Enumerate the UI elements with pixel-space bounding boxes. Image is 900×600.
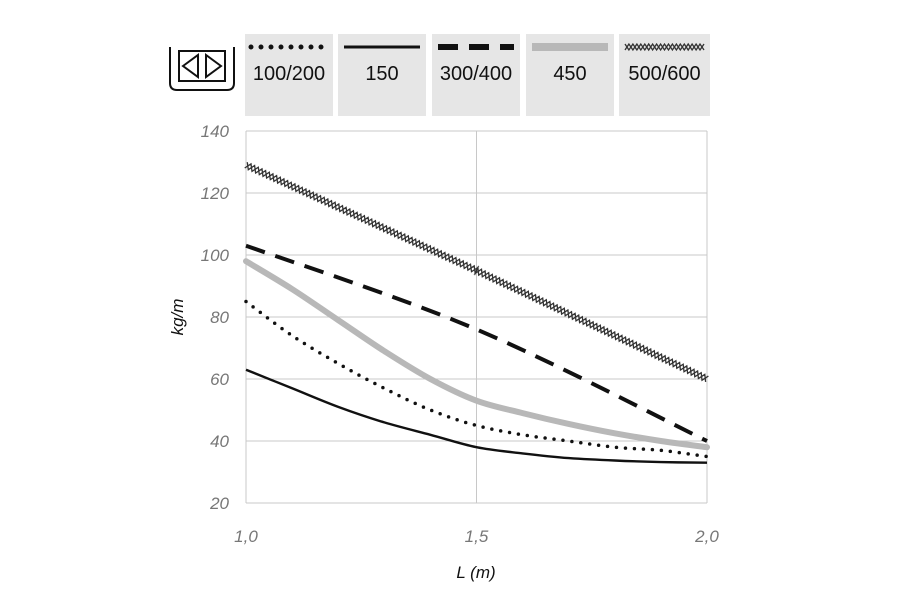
series-line-300-400 (245, 243, 708, 443)
legend-swatch-100-200 (248, 44, 330, 50)
legend-swatch-300-400 (438, 44, 514, 50)
legend-label: 450 (553, 63, 587, 85)
series-line-150 (245, 368, 708, 464)
x-tick-label: 1,0 (234, 527, 258, 546)
legend-item-450: 450 (526, 34, 614, 116)
series-line-450 (243, 258, 710, 451)
y-axis-title: kg/m (168, 299, 187, 336)
y-tick-label: 40 (210, 432, 229, 451)
legend-item-100-200: 100/200 (245, 34, 333, 116)
legend-label: 100/200 (252, 63, 326, 85)
y-tick-label: 20 (209, 494, 229, 513)
legend-item-150: 150 (338, 34, 426, 116)
y-tick-label: 80 (210, 308, 229, 327)
legend-swatch-450 (532, 43, 608, 51)
y-tick-label: 100 (201, 246, 230, 265)
series-line-500-600-lower (246, 162, 709, 382)
legend-item-300-400: 300/400 (432, 34, 520, 116)
legend-label: 150 (365, 63, 399, 85)
pipe-direction-icon (169, 47, 235, 91)
y-tick-label: 60 (210, 370, 229, 389)
legend-swatch-150 (344, 45, 420, 49)
y-tick-label: 140 (201, 122, 230, 141)
legend-swatch-line (624, 42, 705, 52)
legend-swatch-500-600 (624, 42, 705, 52)
legend-label: 300/400 (439, 63, 513, 85)
y-tick-label: 120 (201, 184, 230, 203)
legend: 100/200 150 300/400 450 500/600 (0, 0, 900, 120)
series-line-500-600 (244, 162, 709, 382)
legend-item-500-600: 500/600 (619, 34, 710, 116)
grid (245, 130, 708, 504)
x-tick-label: 2,0 (694, 527, 719, 546)
legend-label: 500/600 (628, 63, 701, 85)
legend-swatch-line (624, 42, 705, 52)
x-axis-title: L (m) (456, 563, 495, 582)
x-tick-label: 1,5 (465, 527, 489, 546)
